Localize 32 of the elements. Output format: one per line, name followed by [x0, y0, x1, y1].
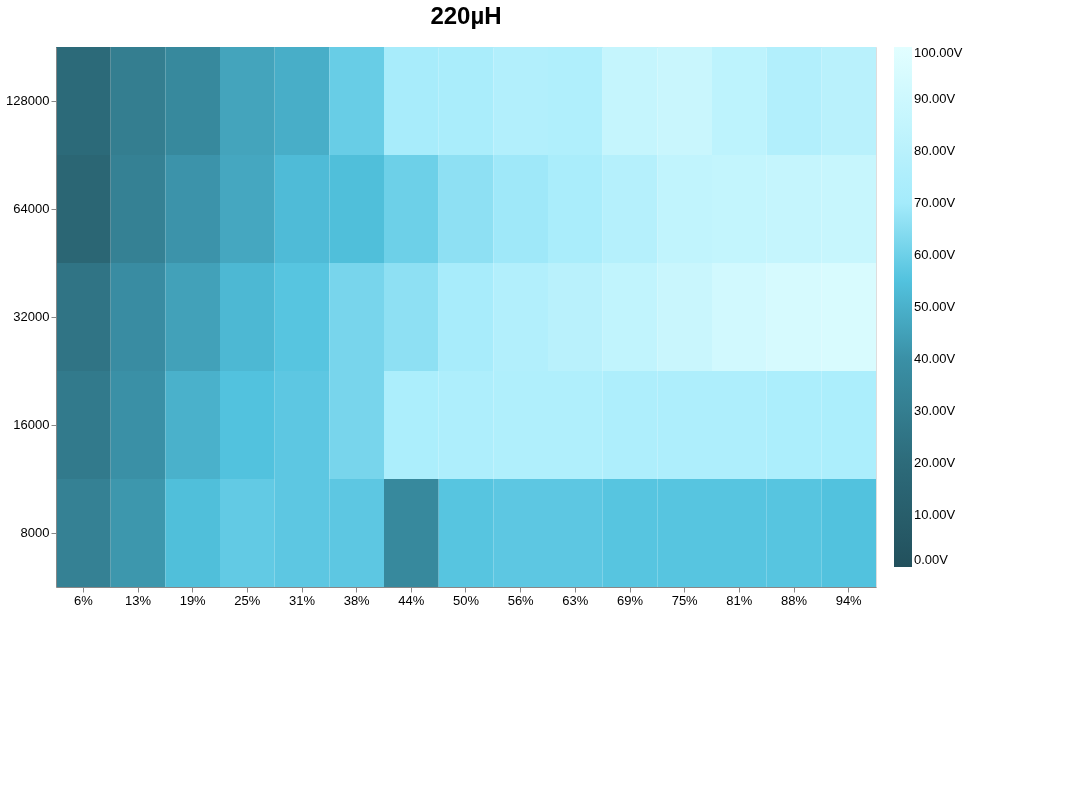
y-tick-label: 16000 [13, 417, 50, 432]
x-tick-label: 19% [179, 592, 207, 608]
y-tick-label: 32000 [13, 309, 50, 324]
color-bar-label: 40.00V [914, 351, 956, 366]
x-tick-label: 56% [507, 592, 535, 608]
x-tick-label: 50% [452, 592, 480, 608]
color-bar-label: 10.00V [914, 507, 956, 522]
x-tick-label: 44% [398, 592, 425, 608]
color-bar-label: 50.00V [914, 299, 956, 314]
x-tick-label: 31% [288, 592, 316, 608]
y-tick-label: 64000 [13, 201, 50, 216]
x-tick-label: 75% [671, 592, 699, 608]
color-bar-label: 80.00V [914, 143, 956, 158]
y-tick-label: 8000 [20, 525, 50, 540]
color-bar-label: 70.00V [914, 195, 956, 210]
y-tick-label: 128000 [6, 93, 50, 108]
color-bar-label: 60.00V [914, 247, 956, 262]
x-tick-label: 25% [234, 592, 261, 608]
x-tick-label: 63% [562, 592, 589, 608]
x-tick-label: 81% [726, 592, 753, 608]
color-bar-label: 0.00V [914, 552, 949, 567]
color-bar-label: 90.00V [914, 91, 956, 106]
x-tick-label: 69% [616, 592, 644, 608]
color-bar-label: 20.00V [914, 455, 956, 470]
chart-title: 220µH [430, 2, 502, 29]
color-bar-label: 30.00V [914, 403, 956, 418]
color-bar-label: 100.00V [914, 45, 963, 60]
x-tick-label: 38% [343, 592, 371, 608]
x-tick-label: 94% [835, 592, 863, 608]
x-tick-label: 6% [73, 592, 94, 608]
x-tick-label: 88% [780, 592, 808, 608]
x-tick-label: 13% [124, 592, 152, 608]
